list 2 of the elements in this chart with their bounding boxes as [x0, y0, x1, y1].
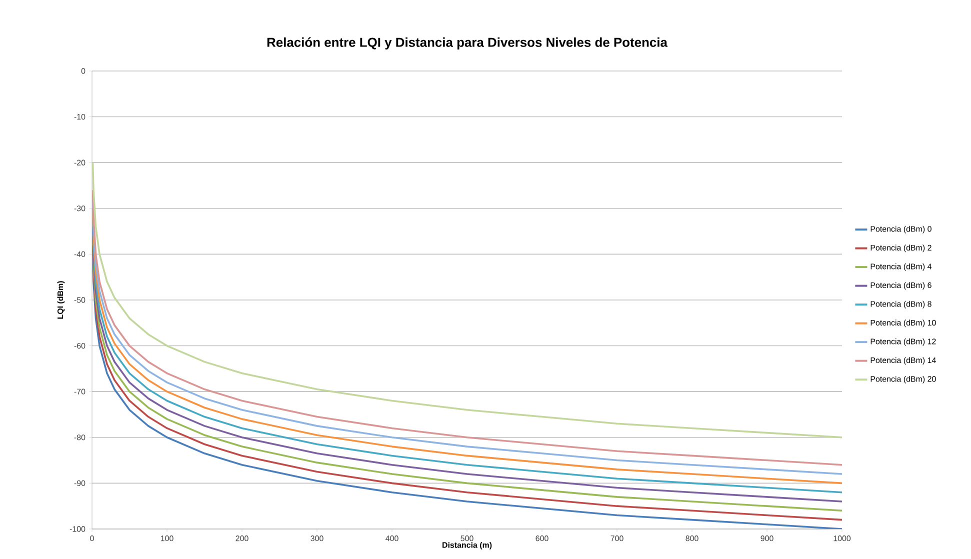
line-series — [92, 162, 842, 438]
chart-title: Relación entre LQI y Distancia para Diversos Niveles de Potencia — [267, 37, 668, 50]
